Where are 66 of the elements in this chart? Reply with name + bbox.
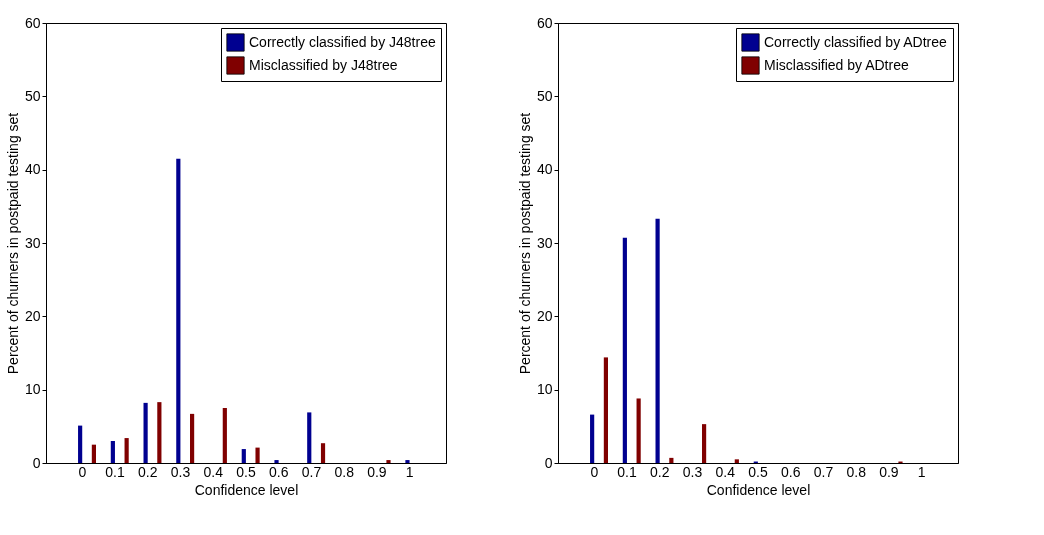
bar [655,218,660,463]
bar [222,408,227,463]
y-tick-label: 10 [24,381,41,398]
bar [636,398,641,463]
bar [590,414,595,463]
bar [622,237,627,463]
bar [110,441,115,463]
x-tick-label: 0.1 [105,463,126,480]
y-tick-label: 50 [24,87,41,104]
y-tick-label: 60 [24,14,41,31]
y-tick-label: 30 [24,234,41,251]
x-tick-label: 0.4 [203,463,224,480]
x-tick-label: 0.7 [813,463,834,480]
bar [124,438,129,463]
bar [386,460,391,463]
bar [143,402,148,463]
y-tick-label: 40 [24,161,41,178]
y-axis-title: Percent of churners in postpaid testing set [4,112,21,375]
bar [241,449,246,463]
y-tick-label: 50 [536,87,553,104]
y-tick-label: 20 [24,307,41,324]
bar [255,447,260,463]
x-tick-label: 0.8 [846,463,867,480]
y-axis-title: Percent of churners in postpaid testing set [516,112,533,375]
bar [78,425,83,463]
y-tick-label: 60 [536,14,553,31]
x-tick-label: 0.2 [650,463,670,480]
x-tick-label: 0.3 [682,463,703,480]
bar [669,457,674,463]
legend-label: Misclassified by J48tree [249,56,398,73]
bar [702,424,707,463]
bar [405,460,410,463]
bar [734,459,739,463]
legend-label: Correctly classified by J48tree [249,33,436,50]
legend-label: Misclassified by ADtree [764,56,909,73]
y-tick-label: 10 [536,381,553,398]
bar [157,402,162,463]
x-tick-label: 0.1 [617,463,638,480]
bar [91,444,96,463]
x-axis-title: Confidence level [194,481,299,498]
y-tick-label: 40 [536,161,553,178]
legend-label: Correctly classified by ADtree [764,33,948,50]
bar [274,460,279,463]
x-tick-label: 1 [405,463,414,480]
x-tick-label: 0.7 [301,463,322,480]
x-tick-label: 0 [590,463,599,480]
bar [320,443,326,463]
bar [190,413,195,463]
x-tick-label: 0.6 [781,463,801,480]
x-tick-label: 0.9 [367,463,387,480]
bar [176,158,181,463]
y-tick-label: 30 [536,234,553,251]
x-tick-label: 0.2 [138,463,158,480]
x-tick-label: 0.5 [748,463,768,480]
x-tick-label: 0.6 [269,463,289,480]
x-tick-label: 0.3 [170,463,191,480]
bar [307,412,312,463]
y-tick-label: 20 [536,307,553,324]
x-tick-label: 0.8 [334,463,355,480]
x-tick-label: 0 [78,463,87,480]
x-tick-label: 0.4 [715,463,736,480]
bar [603,357,608,463]
x-tick-label: 0.5 [236,463,256,480]
x-tick-label: 1 [917,463,926,480]
x-axis-title: Confidence level [706,481,811,498]
x-tick-label: 0.9 [879,463,899,480]
